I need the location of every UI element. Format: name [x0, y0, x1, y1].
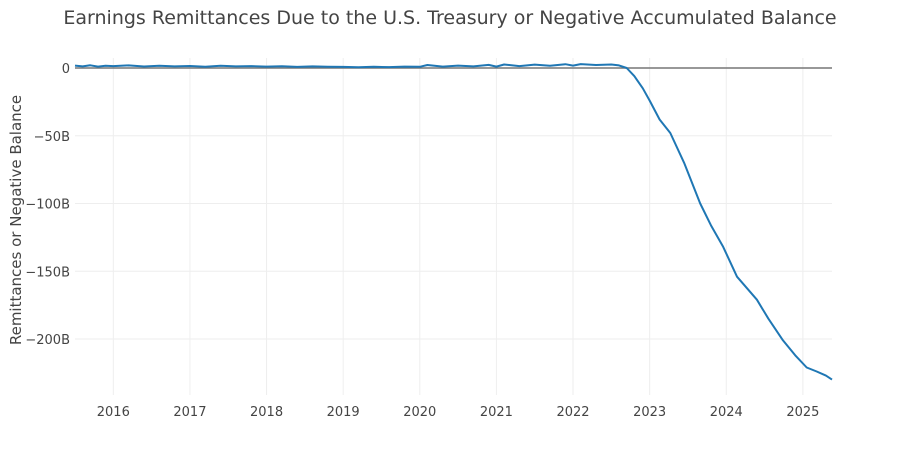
y-tick-label: −150B [25, 265, 70, 280]
series-lines [74, 63, 833, 381]
grid [75, 58, 832, 395]
series-line [74, 63, 833, 381]
x-tick-label: 2018 [250, 405, 283, 420]
y-axis-label: Remittances or Negative Balance [7, 95, 25, 345]
x-tick-label: 2019 [327, 405, 360, 420]
x-tick-label: 2017 [173, 405, 206, 420]
y-tick-label: −100B [25, 198, 70, 213]
y-tick-label: 0 [62, 62, 70, 77]
axis-ticks: 2016 2017 2018 2019 2020 2021 2022 2023 2024 2025… [25, 62, 819, 420]
x-tick-label: 2025 [786, 405, 819, 420]
x-tick-label: 2021 [480, 405, 513, 420]
x-tick-label: 2022 [556, 405, 589, 420]
x-tick-label: 2016 [97, 405, 130, 420]
x-tick-label: 2024 [710, 405, 743, 420]
x-tick-label: 2023 [633, 405, 666, 420]
y-tick-label: −200B [25, 333, 70, 348]
chart-title: Earnings Remittances Due to the U.S. Tre… [63, 7, 836, 29]
y-tick-label: −50B [34, 130, 70, 145]
x-tick-label: 2020 [403, 405, 436, 420]
